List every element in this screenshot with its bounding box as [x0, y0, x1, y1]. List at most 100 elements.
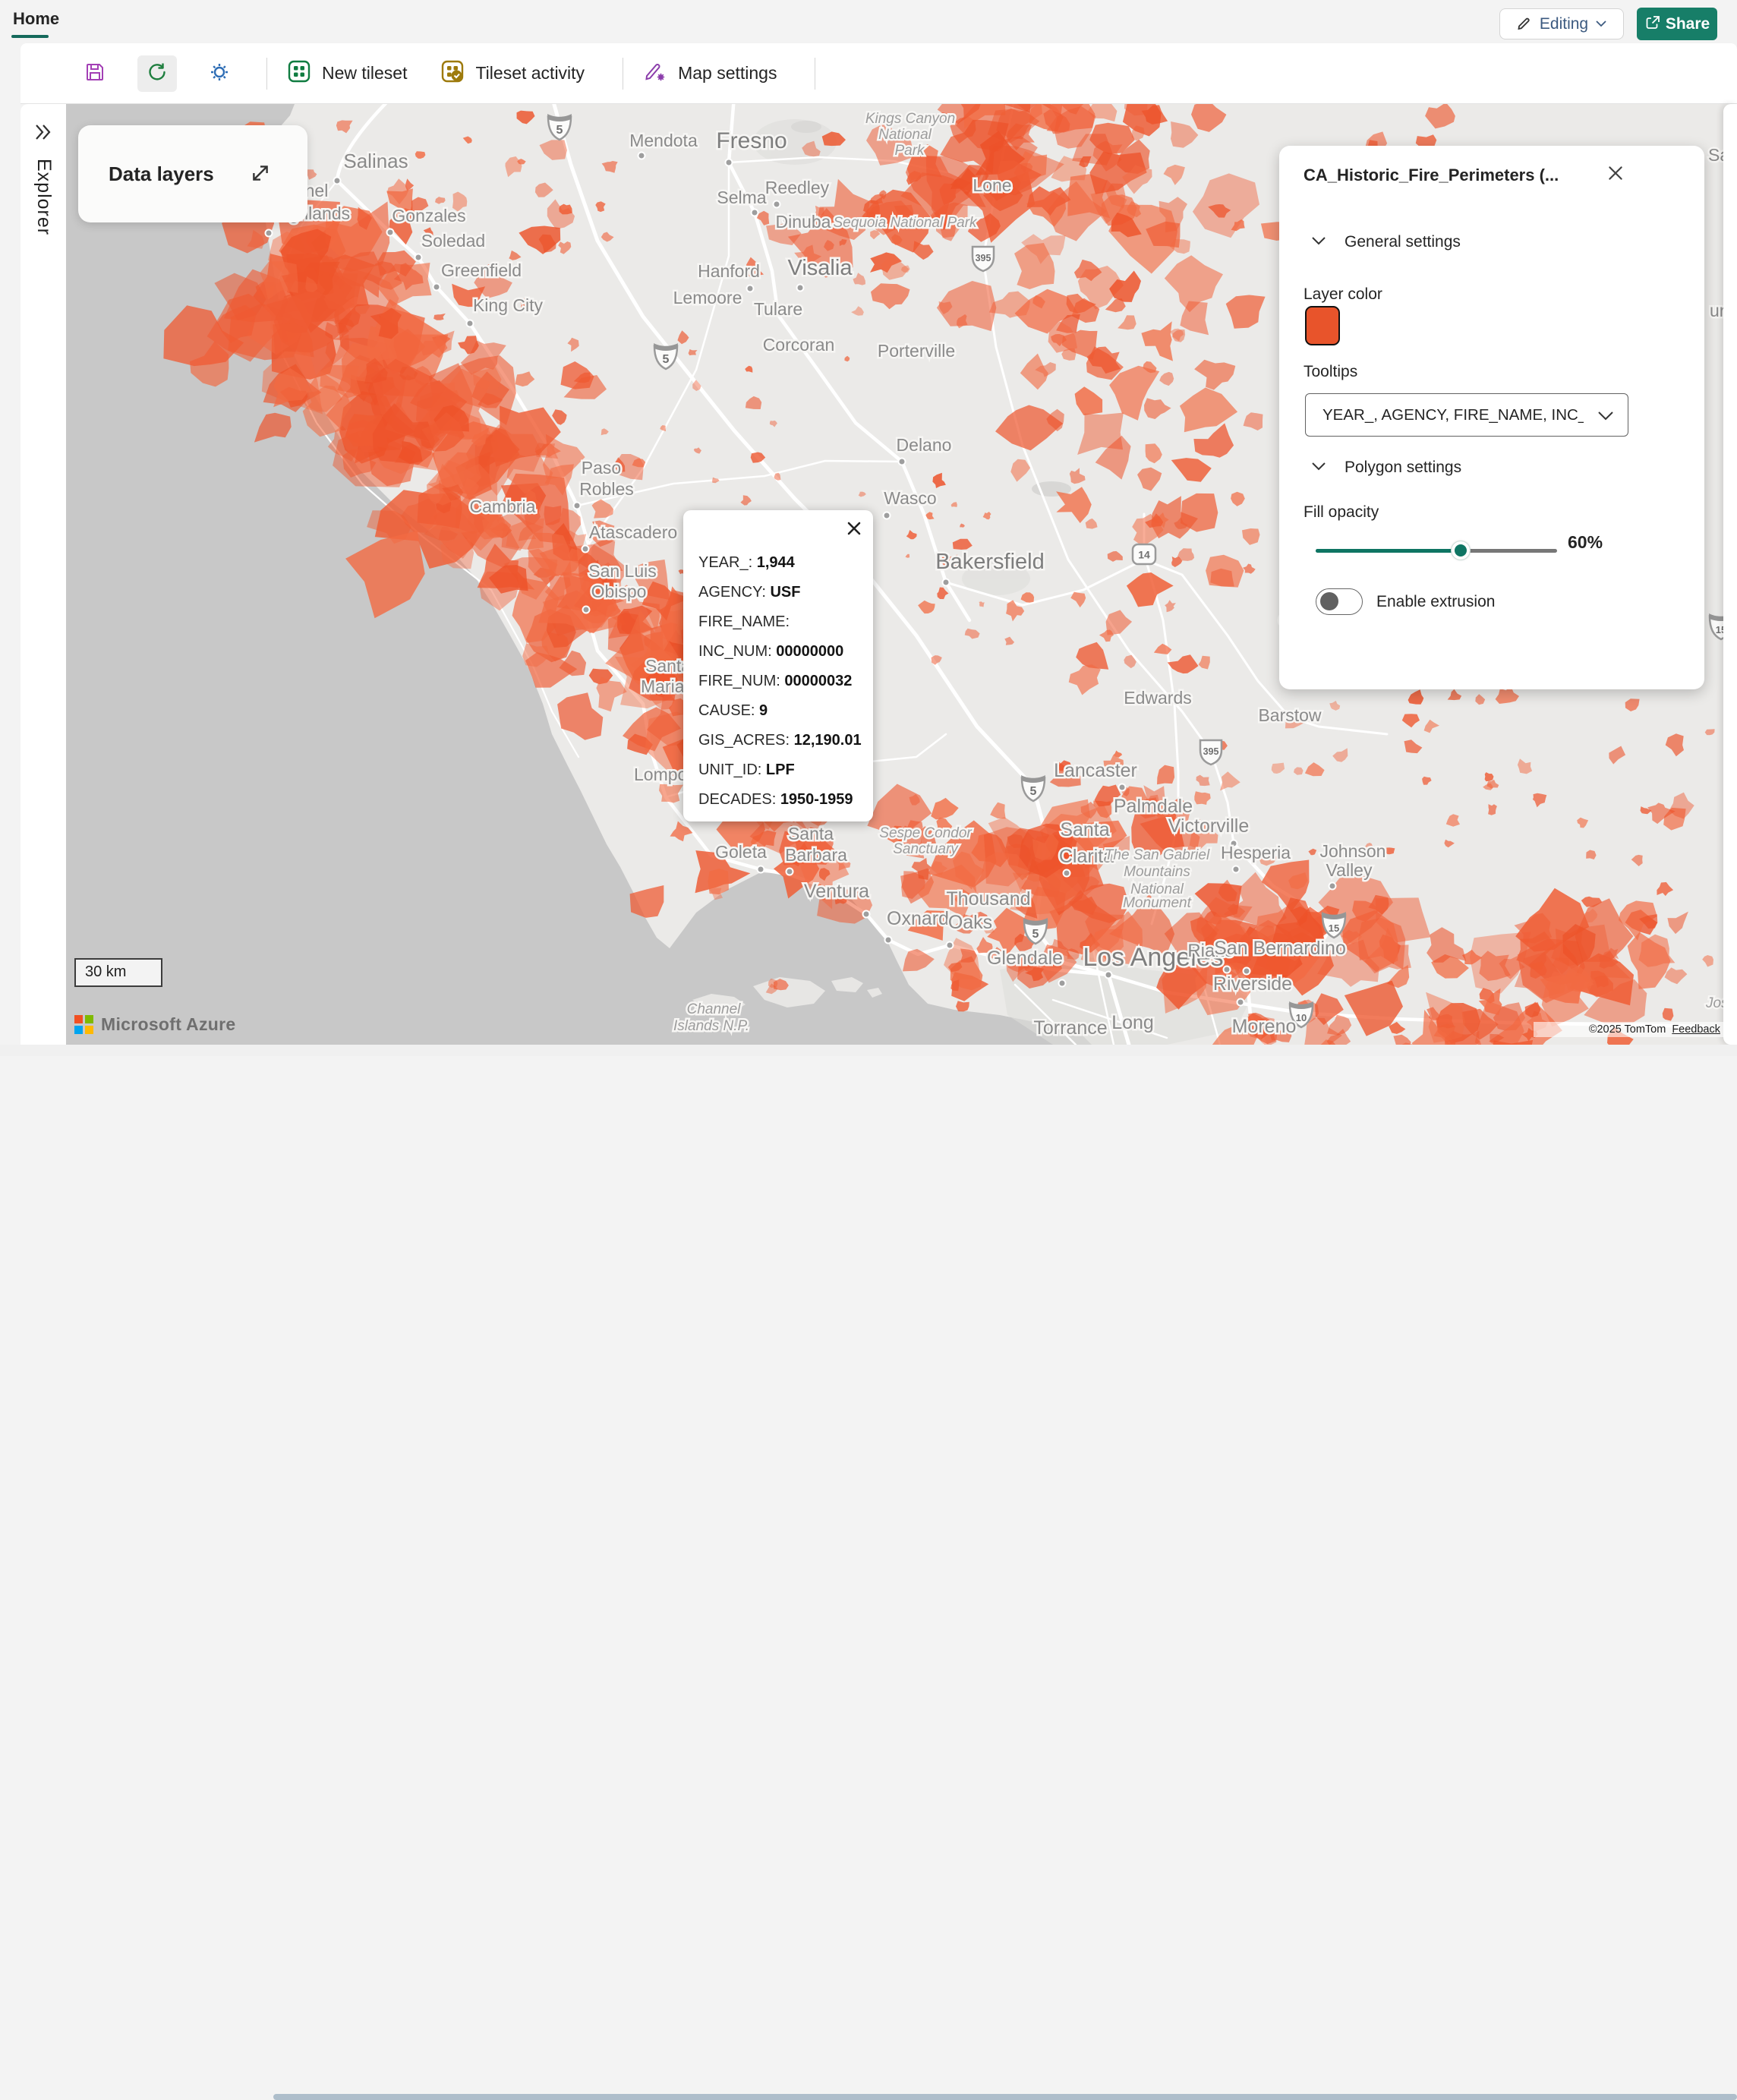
svg-text:14: 14: [1138, 549, 1150, 561]
refresh-icon: [147, 61, 168, 85]
map-label: Ventura: [804, 881, 869, 902]
fill-opacity-slider[interactable]: [1316, 541, 1557, 560]
fill-opacity-label: Fill opacity: [1304, 503, 1379, 521]
map-label: Oxnard: [887, 908, 949, 929]
map-label: Atascadero: [589, 522, 677, 542]
refresh-button[interactable]: [137, 55, 177, 92]
layer-color-label: Layer color: [1304, 285, 1382, 303]
map-label: Los Angeles: [1083, 943, 1223, 972]
feature-attribute-row: YEAR_: 1,944: [698, 554, 795, 571]
layer-settings-title: CA_Historic_Fire_Perimeters (...: [1304, 166, 1559, 184]
highway-shield: 15: [1321, 912, 1347, 939]
azure-logo-text: Microsoft Azure: [101, 1014, 236, 1034]
tileset-activity-button[interactable]: Tileset activity: [440, 59, 585, 88]
map-label: Fresno: [716, 128, 787, 153]
svg-text:5: 5: [1032, 928, 1039, 941]
share-button[interactable]: Share: [1637, 8, 1717, 40]
enable-extrusion-label: Enable extrusion: [1376, 593, 1496, 610]
tooltips-dropdown[interactable]: YEAR_, AGENCY, FIRE_NAME, INC_NU: [1305, 393, 1628, 437]
polygon-settings-label: Polygon settings: [1345, 459, 1462, 476]
map-label: Torrance: [1033, 1017, 1107, 1039]
map-label: Lancaster: [1054, 760, 1137, 781]
double-chevron-right-icon[interactable]: [31, 121, 55, 145]
map-label: Paso: [582, 458, 621, 478]
feature-attribute-row: FIRE_NAME:: [698, 613, 790, 630]
map-toolbar: New tileset Tileset activity Map setting…: [20, 43, 1737, 104]
map-label: Sequoia National Park: [833, 215, 978, 231]
tooltips-label: Tooltips: [1304, 363, 1358, 380]
map-label: King City: [473, 295, 544, 315]
expand-diagonal-icon[interactable]: [250, 162, 271, 186]
map-settings-button[interactable]: Map settings: [643, 59, 777, 88]
bottom-gutter: [0, 1045, 1737, 2100]
share-label: Share: [1665, 14, 1710, 33]
feature-attribute-row: GIS_ACRES: 12,190.01: [698, 732, 862, 749]
general-settings-label: General settings: [1345, 233, 1461, 251]
map-label: Thousand: [946, 888, 1030, 910]
slider-thumb[interactable]: [1450, 541, 1471, 560]
feature-attribute-row: DECADES: 1950-1959: [698, 791, 853, 808]
highway-shield: 5: [547, 114, 572, 141]
svg-text:10: 10: [1296, 1012, 1307, 1023]
map-label: Islands N.P.: [673, 1018, 749, 1034]
highway-shield: 395: [971, 245, 995, 273]
editing-mode-dropdown[interactable]: Editing: [1499, 8, 1624, 39]
map-label: Hesperia: [1221, 843, 1291, 862]
settings-gear-button[interactable]: [200, 55, 239, 92]
fill-opacity-value: 60%: [1568, 532, 1603, 552]
azure-logo: Microsoft Azure: [74, 1014, 235, 1035]
map-label: Reedley: [765, 178, 830, 197]
polygon-settings-section-toggle[interactable]: Polygon settings: [1311, 459, 1461, 477]
highway-shield: 14: [1131, 543, 1157, 566]
map-label: Tulare: [754, 299, 802, 319]
map-label: Corcoran: [763, 335, 835, 355]
map-label: Selma: [717, 188, 766, 207]
map-label: Bakersfield: [935, 550, 1044, 574]
map-label: Palmdale: [1114, 796, 1193, 817]
highway-shield: 395: [1199, 739, 1223, 766]
highway-shield: 5: [1023, 918, 1048, 945]
map-label: Cambria: [470, 497, 536, 516]
explorer-label[interactable]: Explorer: [33, 159, 55, 236]
map-label: The San Gabriel: [1105, 847, 1210, 863]
map-settings-icon: [643, 59, 667, 88]
enable-extrusion-toggle[interactable]: [1316, 588, 1363, 615]
map-label: Edwards: [1124, 688, 1191, 708]
map-label: Park: [894, 143, 925, 159]
feature-attribute-row: CAUSE: 9: [698, 702, 768, 719]
close-icon[interactable]: [1604, 162, 1627, 185]
horizontal-scrollbar[interactable]: [273, 2094, 1737, 2100]
collapsed-right-panel-sliver[interactable]: [1723, 104, 1737, 1045]
svg-text:5: 5: [1030, 785, 1037, 798]
map-label: Valley: [1326, 860, 1373, 880]
feedback-link[interactable]: Feedback: [1672, 1023, 1720, 1036]
feature-attribute-row: AGENCY: USF: [698, 584, 801, 601]
tileset-grid-icon: [287, 59, 311, 88]
map-label: Dinuba: [776, 212, 831, 232]
feature-attribute-row: INC_NUM: 00000000: [698, 643, 844, 660]
map-label: Santa: [1060, 819, 1109, 840]
map-label: Mendota: [629, 131, 698, 150]
map-label: Moreno: [1232, 1016, 1297, 1037]
microsoft-logo-icon: [74, 1015, 93, 1034]
svg-text:395: 395: [1203, 746, 1219, 757]
map-label: Johnson: [1320, 841, 1386, 861]
map-label: Lone: [973, 175, 1011, 195]
map-label: Rialto: [1187, 941, 1234, 961]
save-button[interactable]: [75, 55, 115, 92]
tab-home[interactable]: Home: [13, 9, 60, 28]
data-layers-card[interactable]: Data layers: [78, 125, 307, 222]
gear-icon: [208, 61, 231, 86]
svg-text:5: 5: [556, 124, 563, 137]
map-label: Kings Canyon: [865, 111, 955, 127]
layer-color-swatch[interactable]: [1305, 306, 1340, 345]
map-label: Goleta: [715, 842, 767, 862]
share-icon: [1644, 14, 1661, 33]
general-settings-section-toggle[interactable]: General settings: [1311, 233, 1461, 251]
map-label: Robles: [579, 479, 634, 499]
map-label: National: [1130, 881, 1184, 897]
channel-islands: [692, 977, 882, 1012]
map-label: San Luis: [588, 561, 657, 581]
new-tileset-button[interactable]: New tileset: [287, 59, 407, 88]
close-icon[interactable]: [844, 519, 864, 539]
